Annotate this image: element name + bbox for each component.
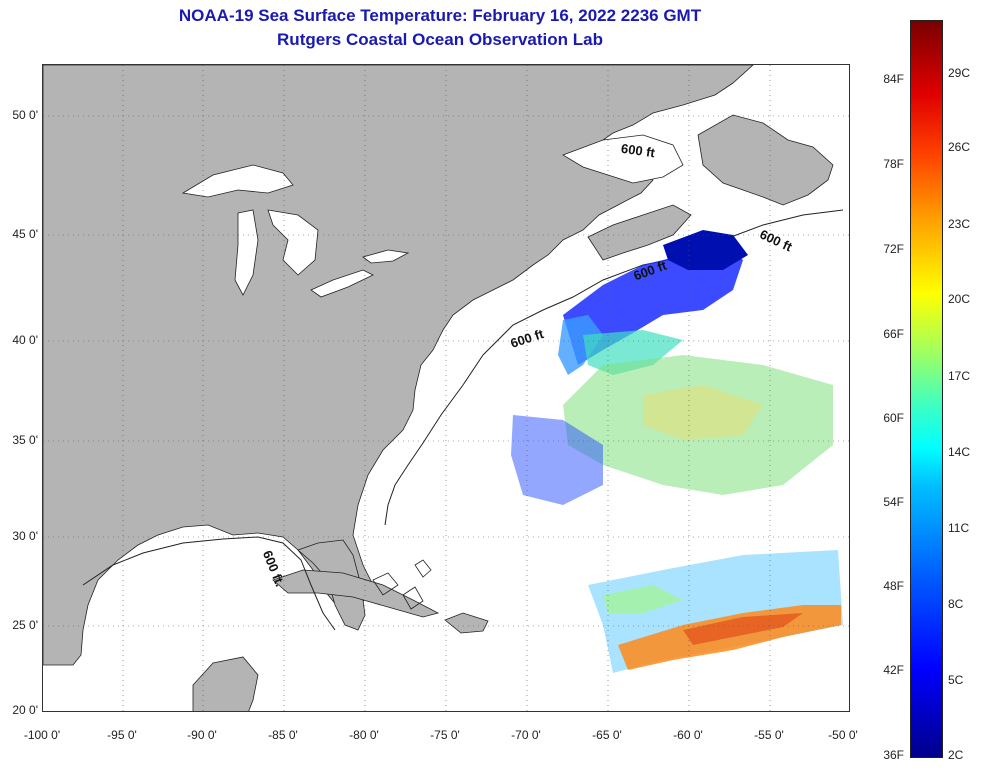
lon-label-80: -80 0': [349, 728, 379, 742]
sst-swath-north: [511, 230, 833, 505]
sst-map[interactable]: 600 ft 600 ft 600 ft 600 ft 600 ft.: [42, 64, 850, 712]
colorbar-f-48: 48F: [883, 579, 904, 593]
colorbar-f-72: 72F: [883, 242, 904, 256]
temperature-colorbar: [910, 20, 943, 758]
water-st-lawrence: [562, 134, 684, 184]
colorbar-c-8: 8C: [948, 597, 964, 611]
colorbar-c-26: 26C: [948, 140, 971, 154]
sst-swath-south: [588, 550, 843, 673]
colorbar-f-60: 60F: [883, 411, 904, 425]
lake-michigan: [234, 209, 259, 296]
lon-label-65: -65 0': [592, 728, 622, 742]
gridlines: [43, 65, 849, 711]
lon-label-55: -55 0': [754, 728, 784, 742]
map-title: NOAA-19 Sea Surface Temperature: Februar…: [178, 6, 702, 25]
colorbar-c-11: 11C: [948, 521, 970, 535]
colorbar-f-42: 42F: [883, 663, 904, 677]
colorbar-c-29: 29C: [948, 66, 971, 80]
colorbar-f-36: 36F: [883, 748, 904, 762]
colorbar-c-14: 14C: [948, 445, 971, 459]
lat-label-25: 25 0': [12, 618, 38, 632]
lat-label-40: 40 0': [12, 333, 38, 347]
map-subtitle: Rutgers Coastal Ocean Observation Lab: [277, 30, 603, 49]
lon-label-75: -75 0': [430, 728, 460, 742]
lon-label-85: -85 0': [268, 728, 298, 742]
colorbar-c-2: 2C: [948, 748, 964, 762]
map-canvas: [43, 65, 849, 711]
lon-label-90: -90 0': [187, 728, 217, 742]
colorbar-c-23: 23C: [948, 217, 971, 231]
colorbar-f-78: 78F: [883, 157, 904, 171]
lon-label-100: -100 0': [23, 728, 61, 742]
lat-label-30: 30 0': [12, 529, 38, 543]
lake-huron: [267, 209, 319, 276]
lat-label-50: 50 0': [12, 108, 38, 122]
lon-label-60: -60 0': [673, 728, 703, 742]
colorbar-f-84: 84F: [883, 72, 904, 86]
colorbar-c-17: 17C: [948, 369, 971, 383]
lon-label-70: -70 0': [511, 728, 541, 742]
land-yucatan: [192, 656, 259, 711]
lat-label-35: 35 0': [12, 433, 38, 447]
colorbar-f-66: 66F: [883, 327, 904, 341]
lake-erie: [310, 269, 374, 298]
land-hispaniola: [444, 612, 489, 634]
lon-label-95: -95 0': [107, 728, 137, 742]
lake-ontario: [362, 249, 410, 264]
lon-label-50: -50 0': [828, 728, 858, 742]
lat-label-45: 45 0': [12, 227, 38, 241]
lat-label-20: 20 0': [12, 703, 38, 717]
land-nova-scotia: [587, 204, 692, 261]
colorbar-c-5: 5C: [948, 673, 964, 687]
land-newfoundland: [697, 114, 834, 206]
lake-superior: [181, 164, 294, 198]
bahamas-islands: [372, 559, 432, 610]
land-cuba: [272, 569, 440, 618]
colorbar-c-20: 20C: [948, 292, 971, 306]
colorbar-f-54: 54F: [883, 495, 904, 509]
